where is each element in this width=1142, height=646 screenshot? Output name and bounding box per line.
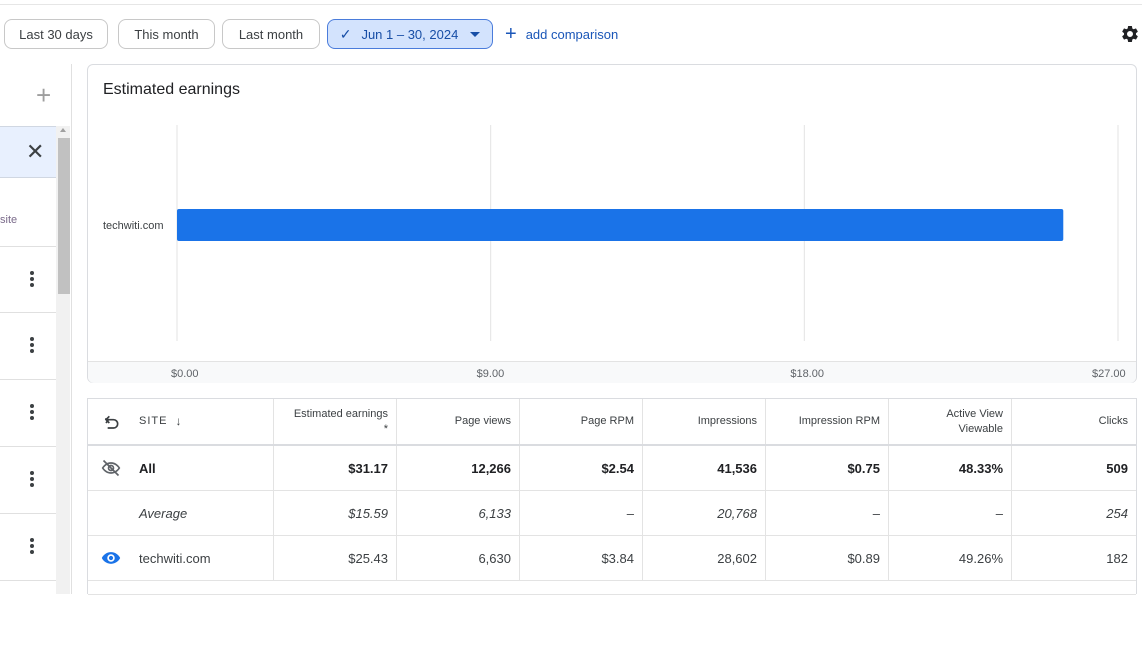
header-label: Page views	[454, 415, 511, 427]
header-label: Estimated earnings	[293, 407, 388, 420]
more-vert-icon[interactable]	[30, 404, 36, 422]
table-row[interactable]: techwiti.com $25.43 6,630 $3.84 28,602 $…	[88, 536, 1136, 581]
cell-estimated-earnings: $15.59	[273, 491, 396, 535]
plus-icon: +	[505, 23, 517, 45]
x-axis-band	[88, 361, 1136, 383]
list-item	[0, 446, 56, 512]
bar-chart: $0.00 $9.00 $18.00 $27.00 techwiti.com	[103, 125, 1126, 380]
list-item	[0, 246, 56, 312]
arrow-down-icon[interactable]: ↓	[175, 414, 182, 428]
cell-clicks: 182	[1011, 536, 1136, 580]
cell-site: Average	[139, 505, 188, 521]
filter-this-month[interactable]: This month	[118, 19, 215, 49]
top-divider	[0, 4, 1142, 5]
table-header-row: SITE ↓ Estimated earnings * Page views P…	[88, 399, 1136, 446]
undo-icon[interactable]	[100, 413, 122, 433]
filter-label: This month	[134, 26, 199, 42]
cell-impression-rpm: $0.89	[765, 536, 888, 580]
visibility-off-icon[interactable]	[100, 458, 122, 478]
cell-page-rpm: $3.84	[519, 536, 642, 580]
cell-estimated-earnings: $31.17	[273, 446, 396, 490]
add-comparison-button[interactable]: + add comparison	[505, 19, 618, 49]
cell-page-rpm: –	[519, 491, 642, 535]
gear-icon[interactable]	[1120, 24, 1140, 44]
plus-icon[interactable]: +	[36, 80, 52, 110]
table-row	[88, 581, 1136, 595]
cell-page-views: 12,266	[396, 446, 519, 490]
header-active-view[interactable]: Active View Viewable	[888, 399, 1011, 444]
cell-clicks: 254	[1011, 491, 1136, 535]
cell-page-rpm: $2.54	[519, 446, 642, 490]
visibility-icon[interactable]	[100, 548, 122, 568]
cell-estimated-earnings: $25.43	[273, 536, 396, 580]
list-item	[0, 513, 56, 579]
add-comparison-label: add comparison	[525, 26, 619, 42]
table-row: Average $15.59 6,133 – 20,768 – – 254	[88, 491, 1136, 536]
scroll-up-arrow-icon[interactable]	[60, 128, 66, 132]
filter-label: Last 30 days	[19, 26, 93, 42]
cell-clicks: 509	[1011, 446, 1136, 490]
header-label: Clicks	[1098, 415, 1128, 427]
list-item	[0, 379, 56, 445]
more-vert-icon[interactable]	[30, 271, 36, 289]
cell-page-views: 6,630	[396, 536, 519, 580]
x-tick-label: $18.00	[790, 368, 824, 380]
table-row[interactable]: All $31.17 12,266 $2.54 41,536 $0.75 48.…	[88, 446, 1136, 491]
partial-site-label: site	[0, 214, 18, 226]
cell-impression-rpm: $0.75	[765, 446, 888, 490]
bar[interactable]	[177, 209, 1064, 241]
x-tick-label: $9.00	[477, 368, 505, 380]
cell-impression-rpm: –	[765, 491, 888, 535]
cell-active-view: 49.26%	[888, 536, 1011, 580]
header-impression-rpm[interactable]: Impression RPM	[765, 399, 888, 444]
list-item	[0, 580, 56, 646]
dropdown-arrow-icon	[470, 31, 481, 37]
cell-active-view: 48.33%	[888, 446, 1011, 490]
header-clicks[interactable]: Clicks	[1011, 399, 1136, 444]
filter-last-month[interactable]: Last month	[222, 19, 320, 49]
filter-last-30-days[interactable]: Last 30 days	[4, 19, 108, 49]
more-vert-icon[interactable]	[30, 471, 36, 489]
cell-impressions: 41,536	[642, 446, 765, 490]
header-label: Active View	[946, 407, 1003, 420]
scrollbar-thumb[interactable]	[58, 138, 70, 294]
header-label: Viewable	[958, 422, 1003, 435]
header-estimated-earnings[interactable]: Estimated earnings *	[273, 399, 396, 444]
cell-page-views: 6,133	[396, 491, 519, 535]
header-site[interactable]: SITE ↓	[88, 399, 273, 444]
header-label: Impressions	[697, 415, 757, 427]
close-icon: ✕	[26, 139, 45, 164]
sites-table: SITE ↓ Estimated earnings * Page views P…	[87, 398, 1137, 595]
y-category-label: techwiti.com	[103, 220, 164, 232]
check-icon: ✓	[339, 25, 352, 42]
header-note: *	[383, 422, 388, 435]
site-header-label: SITE	[139, 415, 168, 427]
list-item	[0, 312, 56, 378]
cell-active-view: –	[888, 491, 1011, 535]
cell-impressions: 28,602	[642, 536, 765, 580]
header-page-views[interactable]: Page views	[396, 399, 519, 444]
date-range-dropdown[interactable]: ✓ Jun 1 – 30, 2024	[327, 19, 493, 49]
header-impressions[interactable]: Impressions	[642, 399, 765, 444]
more-vert-icon[interactable]	[30, 538, 36, 556]
left-panel: + ✕ site	[0, 64, 72, 594]
chart-title: Estimated earnings	[103, 81, 240, 98]
more-vert-icon[interactable]	[30, 337, 36, 355]
cell-site: techwiti.com	[139, 550, 211, 566]
header-label: Impression RPM	[798, 415, 880, 427]
header-label: Page RPM	[580, 415, 634, 427]
date-range-toolbar: Last 30 days This month Last month ✓ Jun…	[0, 19, 1142, 49]
estimated-earnings-chart-card: Estimated earnings $0.00 $9.00 $18.00 $27.0…	[87, 64, 1137, 383]
cell-site: All	[139, 460, 156, 476]
close-button[interactable]: ✕	[0, 126, 56, 178]
cell-impressions: 20,768	[642, 491, 765, 535]
x-tick-label: $27.00	[1092, 368, 1126, 380]
header-page-rpm[interactable]: Page RPM	[519, 399, 642, 444]
filter-label: Last month	[238, 26, 304, 42]
x-tick-label: $0.00	[171, 368, 199, 380]
date-range-label: Jun 1 – 30, 2024	[361, 26, 459, 42]
